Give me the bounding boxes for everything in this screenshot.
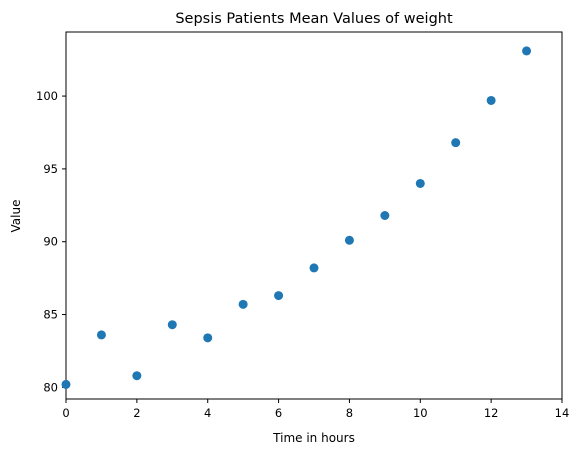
data-point (203, 333, 213, 343)
y-axis-label: Value (9, 200, 23, 233)
y-tick-label: 80 (43, 380, 58, 394)
x-tick-label: 10 (413, 406, 428, 420)
y-tick-label: 95 (43, 162, 58, 176)
data-point (167, 320, 177, 330)
x-tick-label: 8 (346, 406, 353, 420)
data-point (451, 138, 461, 148)
y-tick-label: 85 (43, 308, 58, 322)
data-point (61, 379, 71, 389)
data-point (380, 211, 390, 220)
x-tick-label: 4 (204, 406, 211, 420)
x-axis: 0 2 4 6 8 10 12 14 (62, 399, 569, 420)
data-point (415, 178, 425, 188)
data-point (486, 95, 496, 105)
data-point (96, 330, 106, 340)
x-tick-label: 14 (555, 406, 570, 420)
y-tick-label: 90 (43, 235, 58, 249)
data-point (522, 46, 532, 56)
data-point (238, 299, 248, 309)
data-point (132, 371, 142, 381)
x-tick-label: 0 (62, 406, 69, 420)
data-point (274, 291, 284, 301)
x-axis-label: Time in hours (272, 431, 355, 445)
x-tick-label: 2 (133, 406, 140, 420)
y-tick-label: 100 (36, 89, 58, 103)
data-points (61, 46, 532, 389)
chart-title: Sepsis Patients Mean Values of weight (175, 11, 453, 27)
data-point (344, 235, 354, 245)
x-tick-label: 6 (275, 406, 282, 420)
y-axis: 80 85 90 95 100 (36, 89, 66, 394)
x-tick-label: 12 (484, 406, 499, 420)
plot-area (65, 31, 563, 400)
data-point (309, 263, 319, 273)
